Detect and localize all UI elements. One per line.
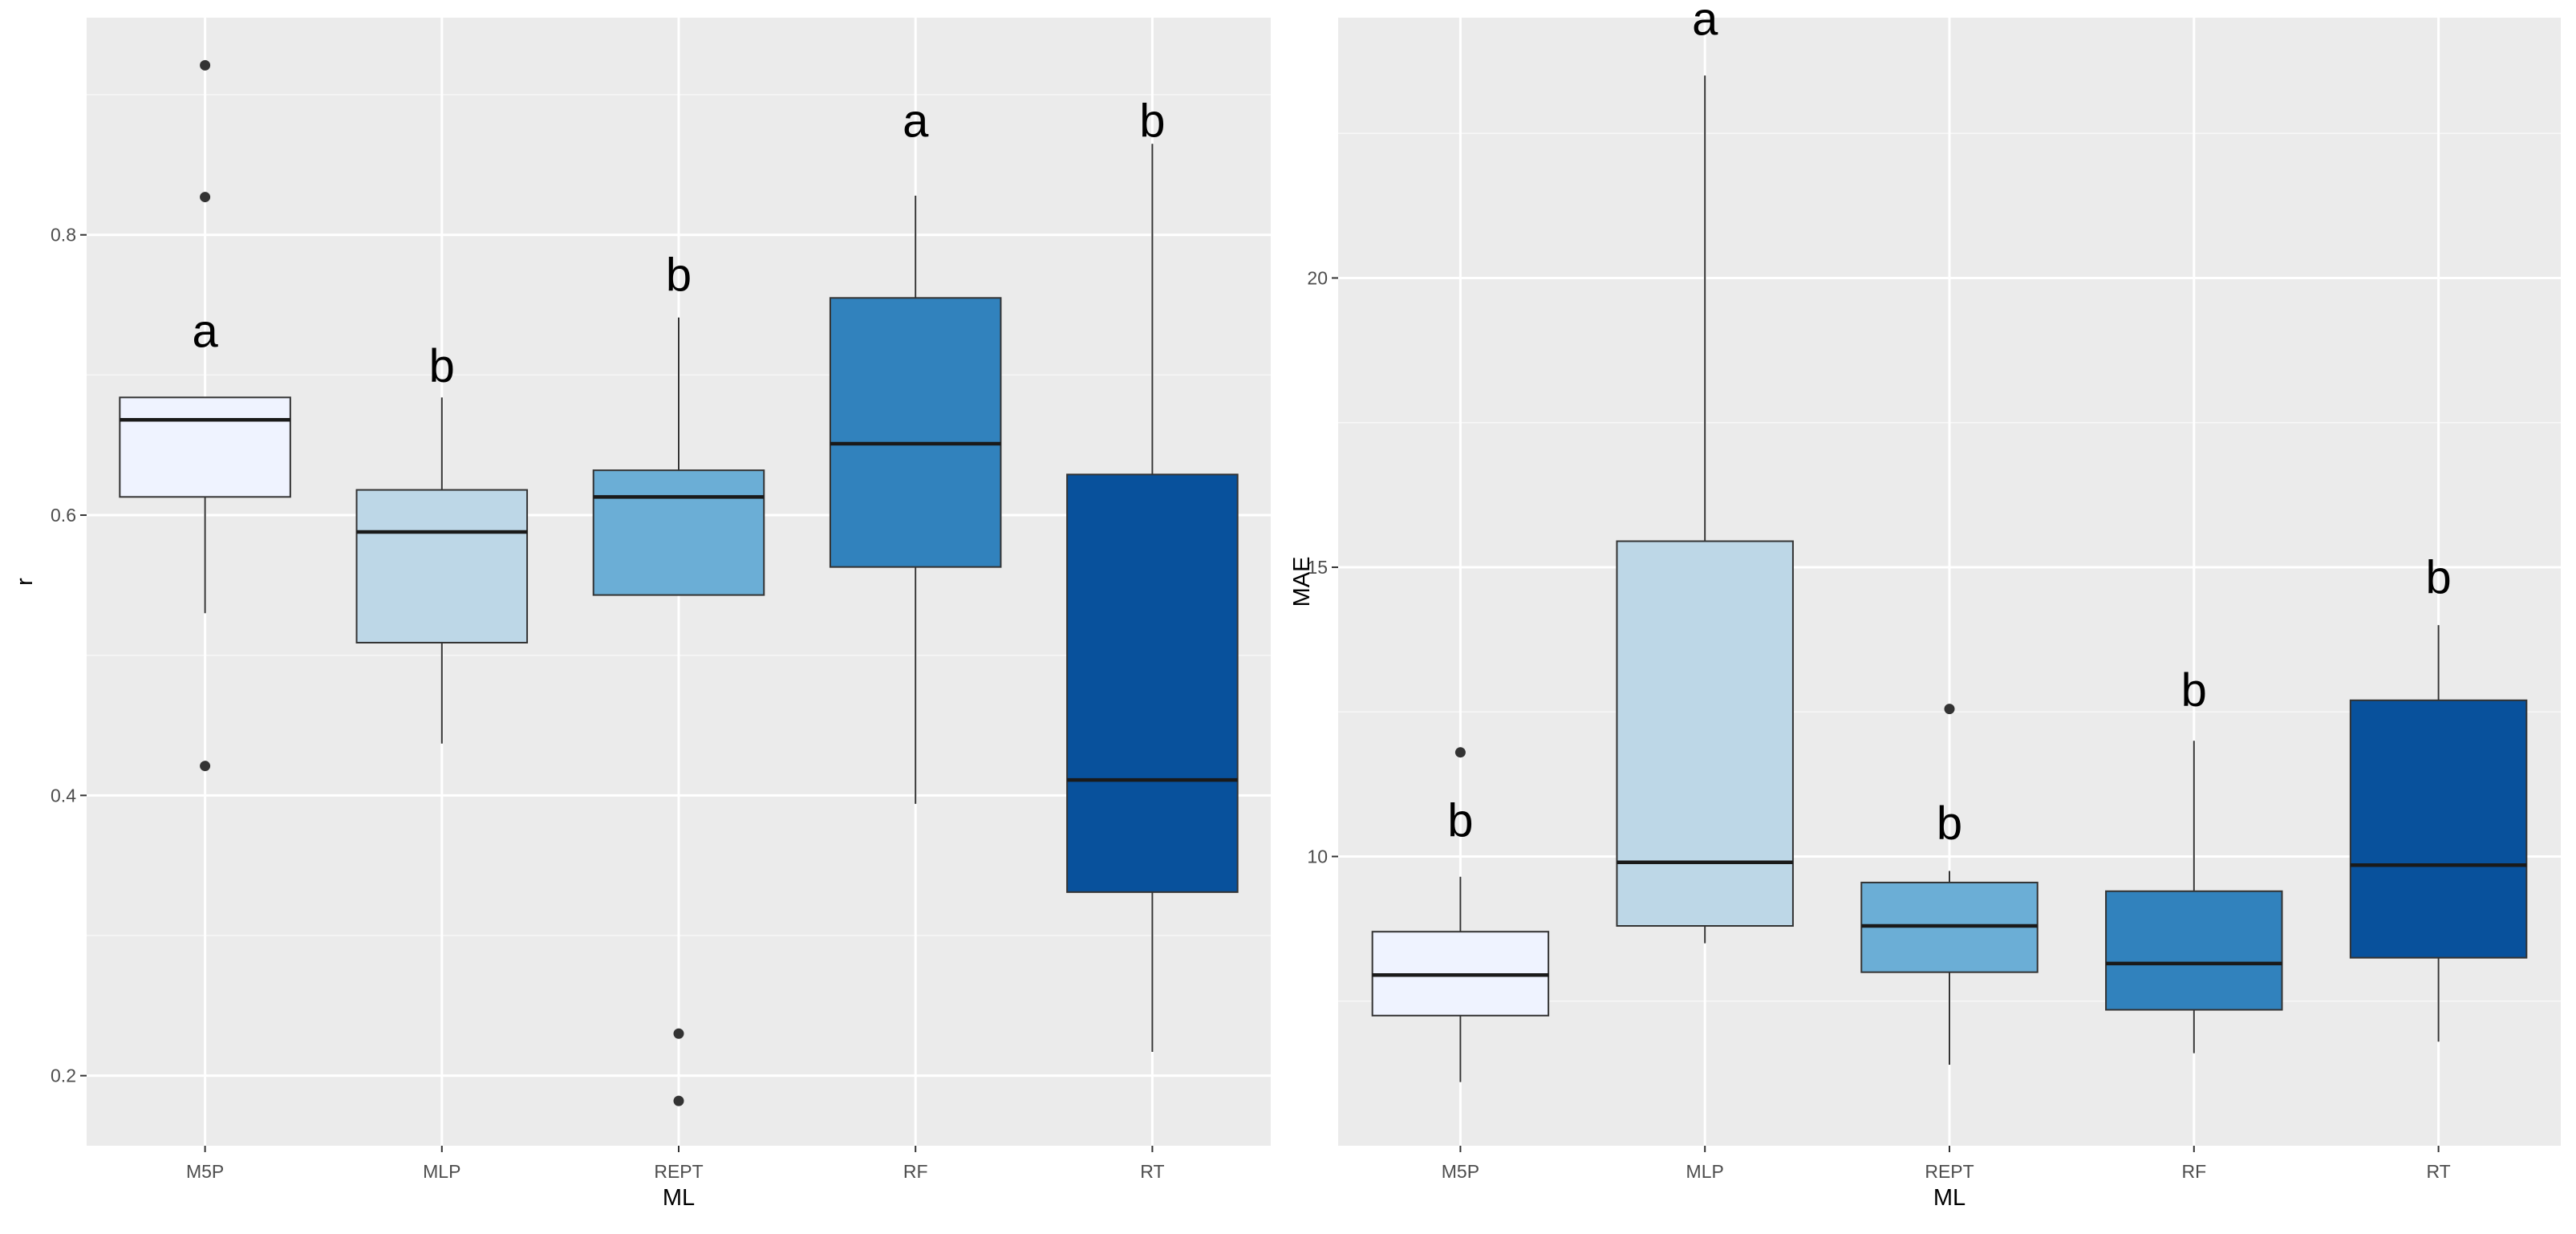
x-tick-label: RF xyxy=(2181,1161,2206,1182)
box-rt xyxy=(1066,473,1239,893)
significance-letter: b xyxy=(429,340,455,392)
y-tick-label: 15 xyxy=(1307,557,1328,578)
outlier-point xyxy=(673,1095,684,1106)
box-rt xyxy=(2349,699,2528,959)
significance-letter: b xyxy=(1139,95,1165,147)
box-mlp xyxy=(1616,540,1794,928)
significance-letter: b xyxy=(2181,664,2207,716)
outlier-point xyxy=(200,192,211,203)
box-m5p xyxy=(119,396,291,498)
significance-letter: b xyxy=(666,250,692,302)
y-axis-title: MAE xyxy=(1289,557,1315,607)
x-tick-label: M5P xyxy=(1442,1161,1479,1182)
x-tick-label: M5P xyxy=(186,1161,224,1182)
y-tick-label: 0.6 xyxy=(51,505,76,526)
y-axis-title: r xyxy=(12,578,38,586)
x-tick-label: RT xyxy=(1140,1161,1164,1182)
y-tick-label: 0.2 xyxy=(51,1066,76,1086)
significance-letter: a xyxy=(903,95,929,147)
significance-letter: b xyxy=(1447,794,1473,846)
outlier-point xyxy=(200,761,211,772)
x-tick-label: REPT xyxy=(654,1161,703,1182)
outlier-point xyxy=(673,1028,684,1039)
box-rf xyxy=(829,297,1002,568)
panel-mae: 10 15 20 b M5P a MLP b REPT b RF b RT ML MAE xyxy=(1289,0,2561,1211)
significance-letter: a xyxy=(1692,0,1718,46)
x-axis-title: ML xyxy=(663,1185,695,1211)
x-axis-title: ML xyxy=(1933,1185,1965,1211)
x-tick-label: MLP xyxy=(423,1161,460,1182)
significance-letter: b xyxy=(1937,798,1962,850)
box-mlp xyxy=(355,489,529,643)
box-rf xyxy=(2105,890,2283,1011)
x-tick-label: RF xyxy=(903,1161,928,1182)
x-tick-label: MLP xyxy=(1686,1161,1724,1182)
y-tick-label: 10 xyxy=(1307,846,1328,867)
significance-letter: a xyxy=(192,305,218,357)
y-tick-label: 20 xyxy=(1307,267,1328,288)
x-tick-label: RT xyxy=(2426,1161,2450,1182)
y-tick-label: 0.4 xyxy=(51,785,76,806)
y-tick-label: 0.8 xyxy=(51,225,76,246)
panel-r: 0.2 0.4 0.6 0.8 a M5P b MLP b REPT a RF b RT ML r xyxy=(12,18,1271,1211)
x-tick-label: REPT xyxy=(1925,1161,1974,1182)
outlier-point xyxy=(1454,747,1466,758)
outlier-point xyxy=(1944,704,1955,715)
box-rept xyxy=(592,469,765,596)
significance-letter: b xyxy=(2425,551,2451,603)
outlier-point xyxy=(200,59,211,71)
